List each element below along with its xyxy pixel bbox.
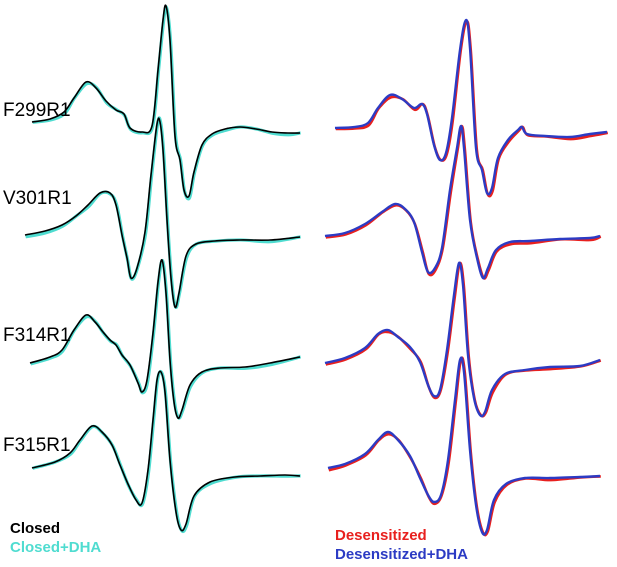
trace-f299r1-closed-dha (32, 5, 301, 201)
trace-f299r1-desensitized-dha (334, 18, 608, 196)
row-label-f299r1: F299R1 (3, 100, 71, 121)
legend-closed-dha: Closed+DHA (10, 539, 102, 556)
legend-desensitized: Desensitized (335, 527, 427, 544)
row-label-v301r1: V301R1 (3, 188, 72, 209)
row-label-f315r1: F315R1 (3, 435, 71, 456)
trace-f314r1-desensitized-dha (324, 261, 601, 418)
trace-v301r1-desensitized-dha (324, 124, 601, 280)
trace-f299r1-closed (31, 4, 301, 198)
spectra-traces (24, 4, 609, 537)
trace-f315r1-desensitized-dha (327, 356, 601, 536)
trace-v301r1-closed (24, 117, 301, 309)
legend-closed: Closed (10, 520, 61, 537)
row-label-f314r1: F314R1 (3, 325, 71, 346)
trace-f314r1-closed (29, 259, 301, 420)
trace-f315r1-closed-dha (32, 369, 301, 534)
trace-f315r1-closed (31, 370, 301, 532)
legend-desensitized-dha: Desensitized+DHA (335, 546, 468, 563)
